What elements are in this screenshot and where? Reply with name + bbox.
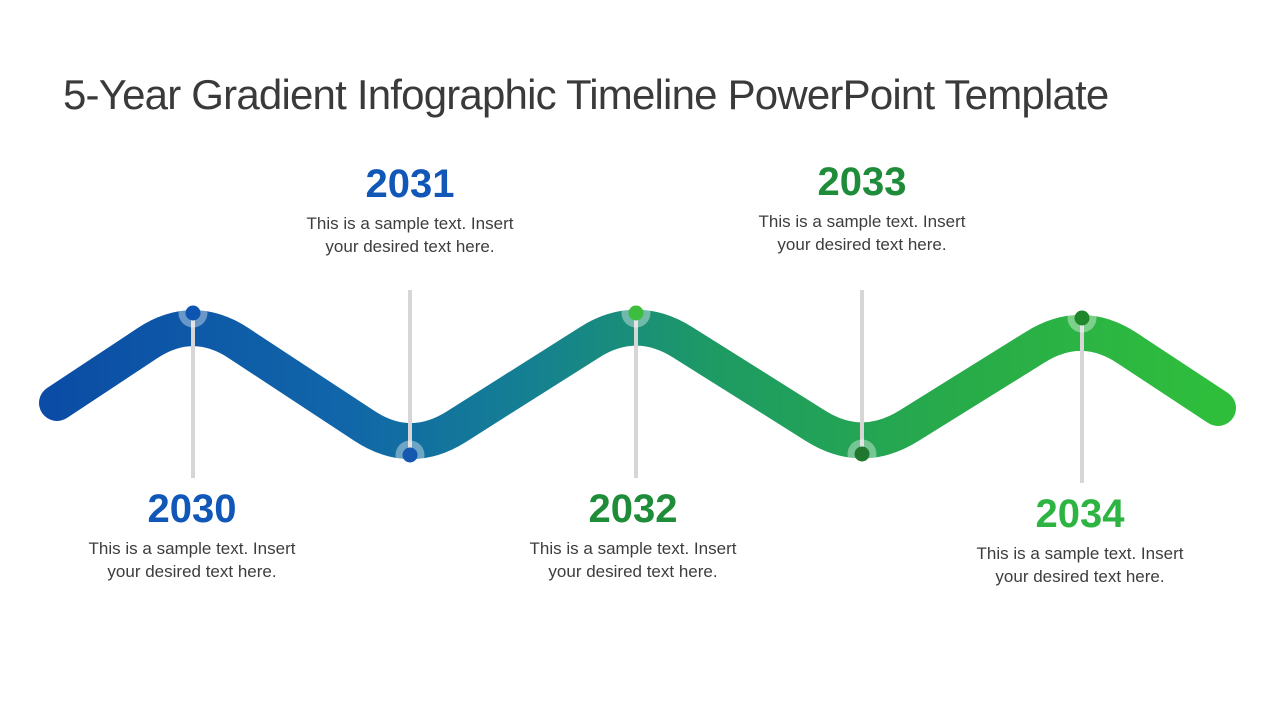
- slide-title: 5-Year Gradient Infographic Timeline Pow…: [63, 71, 1109, 119]
- item-description-2034: This is a sample text. Insert your desir…: [976, 544, 1184, 586]
- milestone-markers: [178, 298, 1097, 470]
- timeline-item-2031: 2031 This is a sample text. Insert your …: [280, 161, 540, 258]
- connector-lines: [191, 290, 1084, 483]
- milestone-dot-2032: [628, 305, 644, 321]
- year-label-2032: 2032: [588, 487, 678, 531]
- timeline-item-2034: 2034 This is a sample text. Insert your …: [950, 491, 1210, 588]
- year-label-2034: 2034: [1035, 492, 1125, 536]
- timeline-item-2032: 2032 This is a sample text. Insert your …: [503, 486, 763, 583]
- item-description-2032: This is a sample text. Insert your desir…: [529, 539, 737, 581]
- year-label-2030: 2030: [147, 487, 237, 531]
- milestone-dot-2030: [185, 305, 201, 321]
- item-description-2031: This is a sample text. Insert your desir…: [306, 214, 514, 256]
- item-description-2033: This is a sample text. Insert your desir…: [758, 212, 966, 254]
- milestone-dot-2033: [854, 446, 870, 462]
- year-label-2031: 2031: [365, 162, 455, 206]
- timeline-item-2030: 2030 This is a sample text. Insert your …: [62, 486, 322, 583]
- milestone-dot-2034: [1074, 310, 1090, 326]
- timeline-item-2033: 2033 This is a sample text. Insert your …: [732, 159, 992, 256]
- year-label-2033: 2033: [817, 160, 907, 204]
- item-description-2030: This is a sample text. Insert your desir…: [88, 539, 296, 581]
- milestone-dot-2031: [402, 447, 418, 463]
